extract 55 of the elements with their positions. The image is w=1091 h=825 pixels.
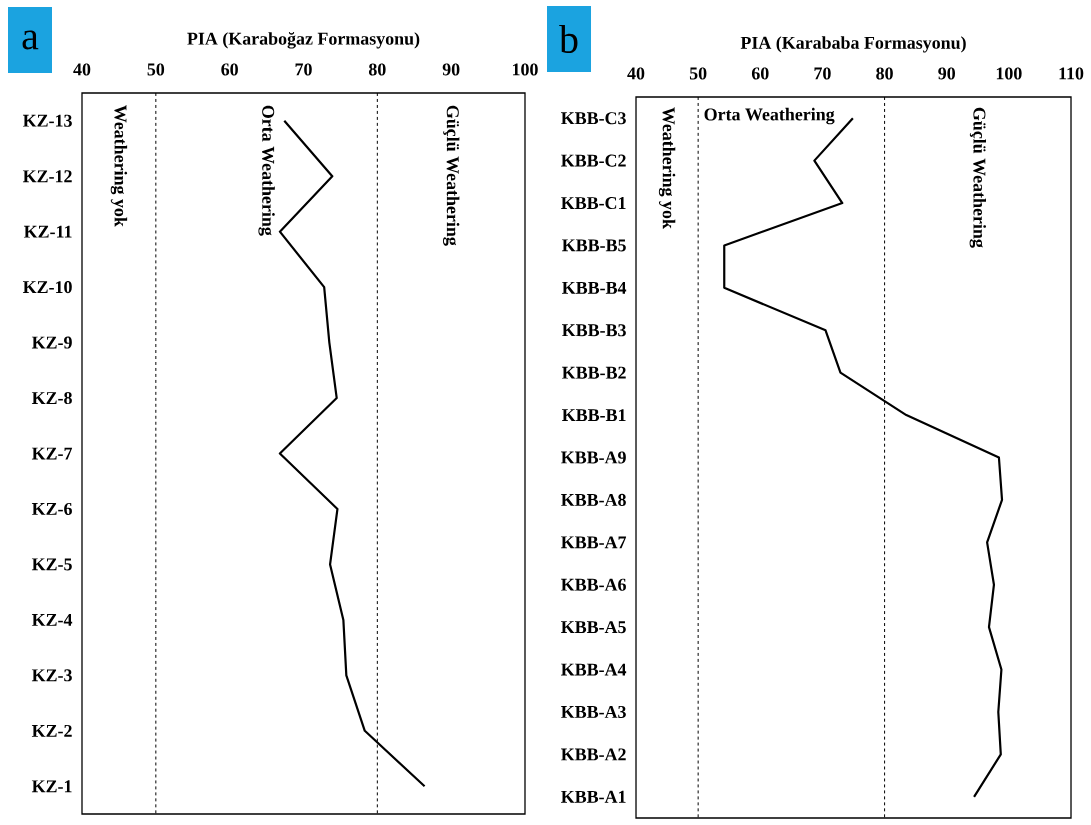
x-tick-label: 70 xyxy=(814,67,831,80)
x-tick-label: 40 xyxy=(73,63,91,76)
y-tick-label: KZ-12 xyxy=(22,170,72,183)
y-tick-label: KBB-A3 xyxy=(561,705,626,718)
y-tick-label: KBB-B2 xyxy=(562,366,626,379)
y-tick-label: KBB-A5 xyxy=(561,621,626,634)
x-axis-title: PIA (Karaboğaz Formasyonu) xyxy=(187,31,420,49)
x-axis-title: PIA (Karababa Formasyonu) xyxy=(740,36,966,53)
y-tick-label: KZ-1 xyxy=(31,780,72,793)
y-tick-label: KZ-3 xyxy=(31,669,72,682)
annotation: Güçlü Weathering xyxy=(442,105,460,246)
x-tick-label: 100 xyxy=(512,63,538,76)
y-tick-label: KZ-10 xyxy=(22,281,72,294)
x-tick-label: 50 xyxy=(147,63,165,76)
y-tick-label: KZ-2 xyxy=(31,724,72,737)
y-tick-label: KBB-A7 xyxy=(561,536,627,549)
x-tick-label: 60 xyxy=(751,67,769,80)
y-tick-label: KZ-4 xyxy=(31,613,73,626)
annotation: Orta Weathering xyxy=(704,107,835,125)
x-tick-label: 80 xyxy=(876,67,893,80)
y-tick-label: KZ-5 xyxy=(31,558,72,571)
y-tick-label: KBB-C3 xyxy=(561,112,626,125)
y-tick-label: KZ-6 xyxy=(31,502,72,515)
y-tick-label: KBB-A2 xyxy=(561,748,626,761)
y-tick-label: KBB-A1 xyxy=(561,790,626,803)
x-tick-label: 90 xyxy=(442,63,460,76)
x-tick-label: 110 xyxy=(1059,67,1084,80)
x-tick-label: 100 xyxy=(996,67,1022,80)
x-tick-label: 40 xyxy=(627,67,645,80)
annotation: Güçlü Weathering xyxy=(969,107,986,248)
y-tick-label: KBB-B3 xyxy=(562,324,626,337)
y-tick-label: KBB-A6 xyxy=(561,578,626,591)
y-tick-label: KZ-11 xyxy=(23,225,72,238)
y-tick-label: KBB-B5 xyxy=(562,239,626,252)
y-tick-label: KZ-9 xyxy=(31,336,72,349)
x-tick-label: 50 xyxy=(689,67,707,80)
annotation: Weathering yok xyxy=(110,105,128,227)
y-tick-label: KBB-A9 xyxy=(561,451,626,464)
y-tick-label: KZ-7 xyxy=(31,447,73,460)
y-tick-label: KBB-C2 xyxy=(561,154,626,167)
x-tick-label: 90 xyxy=(938,67,955,80)
annotation: Weathering yok xyxy=(658,107,676,229)
x-tick-label: 70 xyxy=(295,63,312,76)
y-tick-label: KBB-B4 xyxy=(562,281,627,294)
x-tick-label: 60 xyxy=(221,63,238,76)
y-tick-label: KBB-A8 xyxy=(561,493,626,506)
y-tick-label: KZ-13 xyxy=(22,114,72,127)
y-tick-label: KBB-A4 xyxy=(561,663,627,676)
chart-title: b xyxy=(559,24,578,54)
y-tick-label: KBB-B1 xyxy=(562,409,626,422)
y-tick-label: KBB-C1 xyxy=(561,197,626,210)
chart-title: a xyxy=(22,30,39,50)
y-tick-label: KZ-8 xyxy=(31,392,72,405)
x-tick-label: 80 xyxy=(368,63,386,76)
annotation: Orta Weathering xyxy=(258,105,275,236)
